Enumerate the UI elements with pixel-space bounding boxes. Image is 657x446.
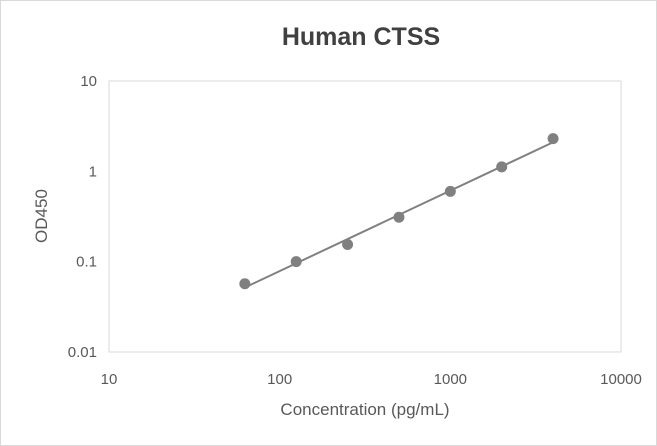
- data-point: [393, 211, 405, 223]
- plot-area: [108, 80, 622, 353]
- x-axis-label: Concentration (pg/mL): [280, 400, 449, 419]
- data-point: [342, 238, 354, 250]
- data-point: [290, 256, 302, 268]
- x-tick-label: 100: [267, 371, 292, 388]
- y-tick-label: 1: [89, 163, 97, 180]
- data-point: [547, 133, 559, 145]
- x-tick-label: 10000: [600, 371, 642, 388]
- x-tick-label: 1000: [434, 371, 467, 388]
- y-tick-label: 0.1: [76, 254, 97, 271]
- y-axis-label: OD450: [32, 189, 51, 243]
- x-tick-label: 10: [101, 371, 118, 388]
- data-point: [496, 161, 508, 173]
- data-point: [444, 185, 456, 197]
- y-tick-label: 0.01: [68, 344, 97, 361]
- chart-title: Human CTSS: [282, 23, 440, 51]
- data-point: [239, 278, 251, 290]
- y-tick-label: 10: [80, 73, 97, 90]
